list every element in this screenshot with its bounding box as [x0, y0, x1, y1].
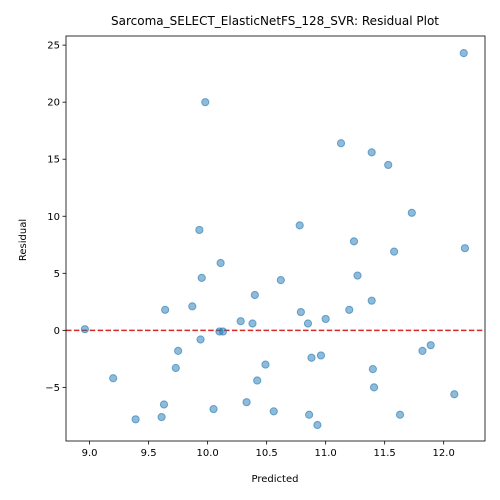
- y-tick-label: 0: [54, 326, 60, 337]
- x-axis-label: Predicted: [252, 474, 299, 485]
- data-point: [242, 398, 251, 407]
- data-point: [197, 273, 206, 282]
- data-point: [384, 160, 393, 170]
- axes-frame: [65, 35, 486, 442]
- data-point: [261, 360, 270, 369]
- data-points: [80, 49, 470, 430]
- data-point: [367, 296, 376, 305]
- data-point: [316, 351, 326, 360]
- y-axis-ticks: −5 0 5 10 15 20 25: [45, 41, 66, 394]
- data-point: [426, 341, 435, 350]
- data-point: [369, 383, 379, 392]
- data-point: [368, 365, 377, 374]
- data-point: [171, 363, 180, 373]
- data-point: [216, 258, 225, 268]
- y-tick-label: −5: [45, 383, 60, 394]
- data-point: [276, 276, 285, 285]
- data-point: [236, 317, 245, 326]
- data-point: [269, 407, 278, 416]
- data-point: [253, 376, 262, 385]
- x-tick-label: 11.0: [315, 448, 337, 459]
- data-point: [305, 410, 314, 419]
- data-point: [196, 335, 205, 344]
- plot-area: [65, 35, 486, 442]
- x-tick-label: 11.5: [374, 448, 396, 459]
- data-point: [450, 390, 459, 399]
- data-point: [174, 346, 183, 355]
- x-tick-label: 9.5: [141, 448, 157, 459]
- data-point: [336, 139, 346, 148]
- data-point: [131, 415, 140, 424]
- x-tick-label: 12.0: [433, 448, 455, 459]
- data-point: [353, 271, 362, 280]
- data-point: [345, 305, 354, 314]
- data-point: [313, 420, 322, 430]
- data-point: [250, 290, 259, 300]
- data-point: [209, 404, 218, 414]
- y-tick-label: 25: [47, 41, 60, 52]
- y-tick-label: 20: [47, 98, 60, 109]
- data-point: [218, 327, 228, 336]
- data-point: [80, 325, 89, 334]
- data-point: [349, 237, 359, 246]
- x-axis-ticks: 9.0 9.5 10.0 10.5 11.0 11.5 12.0: [82, 441, 455, 459]
- x-tick-label: 9.0: [82, 448, 98, 459]
- chart-title: Sarcoma_SELECT_ElasticNetFS_128_SVR: Res…: [111, 14, 439, 28]
- data-point: [248, 319, 257, 328]
- data-point: [407, 208, 416, 217]
- data-point: [295, 221, 304, 230]
- data-point: [159, 400, 169, 409]
- data-point: [188, 302, 197, 311]
- data-point: [201, 98, 210, 107]
- data-point: [418, 346, 427, 355]
- y-axis-label: Residual: [18, 219, 29, 261]
- data-point: [367, 148, 376, 157]
- data-point: [395, 410, 405, 419]
- data-point: [460, 244, 470, 253]
- data-point: [296, 307, 305, 317]
- y-tick-label: 5: [54, 269, 60, 280]
- y-tick-label: 15: [47, 155, 60, 166]
- data-point: [307, 353, 316, 362]
- data-point: [195, 225, 204, 235]
- data-point: [303, 319, 313, 328]
- x-tick-label: 10.5: [256, 448, 278, 459]
- data-point: [459, 49, 468, 58]
- data-point: [109, 374, 118, 383]
- data-point: [321, 314, 330, 324]
- data-point: [390, 247, 399, 256]
- y-tick-label: 10: [47, 212, 60, 223]
- x-tick-label: 10.0: [197, 448, 219, 459]
- data-point: [161, 305, 170, 314]
- data-point: [157, 412, 166, 422]
